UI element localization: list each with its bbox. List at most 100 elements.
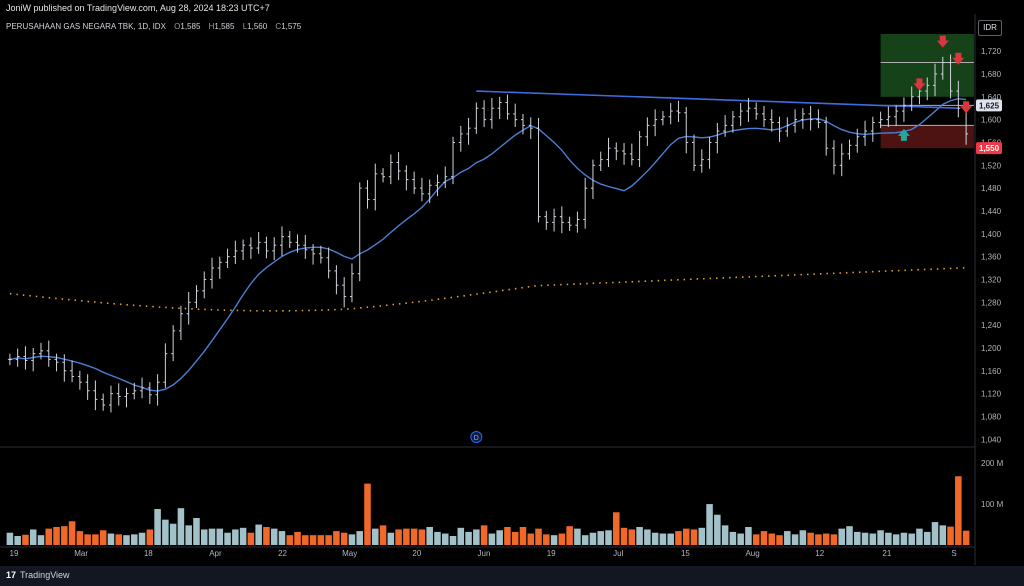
volume-bar bbox=[379, 525, 387, 545]
volume-bar bbox=[838, 528, 845, 545]
volume-bar bbox=[200, 529, 208, 545]
volume-bar bbox=[317, 535, 325, 545]
volume-bar bbox=[270, 528, 278, 545]
volume-bar bbox=[45, 528, 53, 545]
price-tick-label: 1,040 bbox=[981, 435, 1002, 444]
volume-bar bbox=[519, 527, 527, 545]
price-tick-label: 1,200 bbox=[981, 344, 1002, 353]
time-tick-label: Jul bbox=[613, 549, 623, 558]
price-tick-label: 1,600 bbox=[981, 116, 1002, 125]
volume-bar bbox=[403, 528, 410, 545]
high-value: 1,585 bbox=[214, 22, 235, 31]
time-tick-label: 18 bbox=[144, 549, 153, 558]
high-label: H bbox=[208, 22, 215, 31]
open-label: O bbox=[174, 22, 181, 31]
close-label: C bbox=[275, 22, 282, 31]
time-tick-label: 19 bbox=[547, 549, 556, 558]
volume-bar bbox=[791, 534, 799, 545]
volume-bar bbox=[294, 531, 301, 545]
volume-bar bbox=[61, 526, 68, 545]
volume-bar bbox=[776, 535, 783, 545]
time-tick-label: 21 bbox=[882, 549, 891, 558]
dividend-event-label: D bbox=[474, 435, 479, 442]
tradingview-logo[interactable]: 17 TradingView bbox=[6, 570, 70, 580]
time-tick-label: Mar bbox=[74, 549, 88, 558]
time-tick-label: Aug bbox=[745, 549, 759, 558]
volume-bar bbox=[558, 533, 566, 545]
volume-bar bbox=[247, 532, 255, 545]
volume-bar bbox=[589, 532, 597, 545]
volume-bar bbox=[597, 531, 604, 545]
volume-bar bbox=[302, 535, 309, 545]
volume-bar bbox=[480, 525, 488, 545]
tv-brand: TradingView bbox=[20, 570, 70, 580]
price-badge bbox=[976, 142, 1002, 155]
volume-bar bbox=[162, 519, 169, 545]
time-tick-label: Apr bbox=[209, 549, 222, 558]
volume-bar bbox=[53, 527, 60, 545]
volume-bar bbox=[574, 528, 581, 545]
price-tick-label: 1,360 bbox=[981, 253, 1002, 262]
volume-bar bbox=[177, 508, 185, 545]
volume-bar bbox=[6, 532, 14, 545]
volume-bar bbox=[651, 532, 659, 545]
volume-bar bbox=[550, 535, 558, 545]
currency-badge[interactable]: IDR bbox=[978, 20, 1002, 36]
volume-bar bbox=[37, 535, 45, 545]
volume-bar bbox=[628, 529, 636, 545]
low-value: 1,560 bbox=[247, 22, 268, 31]
volume-bar bbox=[372, 528, 379, 545]
symbol-legend: PERUSAHAAN GAS NEGARA TBK, 1D, IDX O 1,58… bbox=[6, 22, 301, 31]
price-tick-label: 1,480 bbox=[981, 184, 1002, 193]
volume-bar bbox=[877, 530, 884, 545]
volume-bar bbox=[418, 529, 426, 545]
moving-averages-layer bbox=[9, 97, 967, 392]
symbol-name[interactable]: PERUSAHAAN GAS NEGARA TBK, 1D, IDX bbox=[6, 22, 166, 31]
volume-bar bbox=[193, 518, 200, 545]
volume-bar bbox=[947, 526, 954, 545]
volume-bar bbox=[768, 533, 776, 545]
volume-bar bbox=[714, 514, 721, 545]
volume-bar bbox=[706, 504, 713, 545]
volume-bar bbox=[286, 535, 294, 545]
volume-bar bbox=[387, 532, 395, 545]
zone-stop bbox=[880, 125, 974, 149]
volume-bar bbox=[581, 535, 589, 545]
volume-bar bbox=[333, 531, 340, 545]
volume-bar bbox=[535, 528, 542, 545]
sell-arrow-icon bbox=[952, 52, 965, 65]
price-tick-label: 1,640 bbox=[981, 93, 1002, 102]
volume-bar bbox=[115, 534, 122, 545]
volume-bar bbox=[566, 526, 573, 545]
price-chart[interactable]: 100 M 200 M 1,040 1,080 1,120 1,160 1,200 1,240… bbox=[0, 0, 1024, 566]
volume-bar bbox=[613, 512, 620, 545]
volume-bar bbox=[605, 530, 612, 545]
volume-bar bbox=[255, 524, 262, 545]
price-badge bbox=[976, 99, 1002, 112]
volume-bar bbox=[29, 529, 37, 545]
volume-bar bbox=[208, 528, 216, 545]
price-badge-label: 1,550 bbox=[979, 144, 1000, 153]
volume-bar bbox=[752, 534, 760, 545]
price-tick-label: 1,400 bbox=[981, 230, 1002, 239]
close-value: 1,575 bbox=[281, 22, 302, 31]
volume-bar bbox=[123, 535, 130, 545]
sell-arrow-icon bbox=[936, 35, 949, 48]
sell-arrow-icon bbox=[913, 78, 926, 91]
volume-bar bbox=[340, 532, 348, 545]
resistance-trendline bbox=[476, 90, 959, 110]
volume-bar bbox=[690, 529, 698, 545]
volume-bar bbox=[14, 536, 21, 545]
volume-bar bbox=[216, 528, 224, 545]
volume-bar bbox=[169, 523, 177, 545]
dividend-event-icon bbox=[470, 431, 483, 443]
time-tick-label: 20 bbox=[412, 549, 421, 558]
price-tick-label: 1,440 bbox=[981, 207, 1002, 216]
price-bars-layer bbox=[7, 54, 969, 413]
volume-bar bbox=[232, 529, 239, 545]
volume-bar bbox=[263, 527, 270, 545]
volume-bar bbox=[239, 527, 247, 545]
volume-bar bbox=[923, 531, 931, 545]
volume-bar bbox=[799, 530, 807, 545]
volume-bar bbox=[667, 533, 674, 545]
